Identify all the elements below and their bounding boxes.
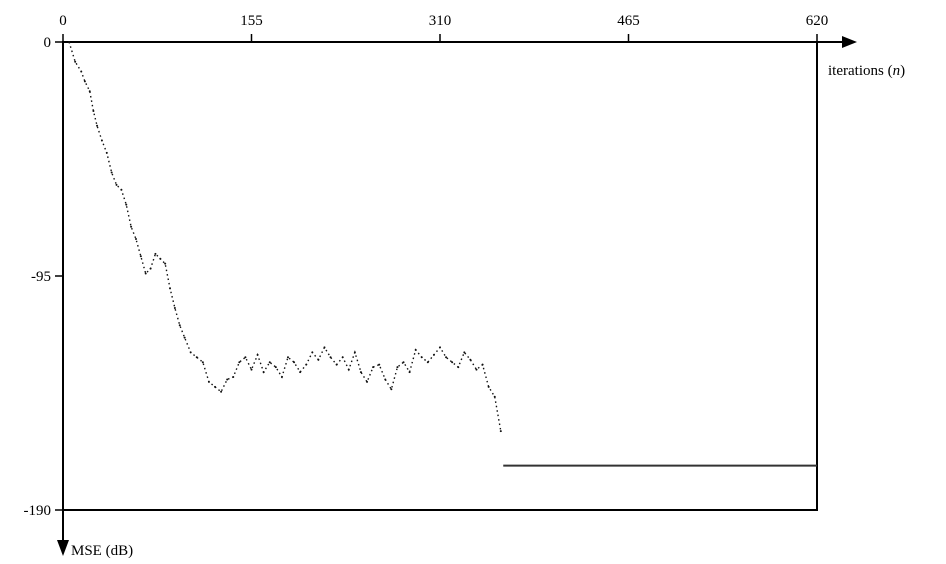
series-point <box>201 361 204 364</box>
series-point <box>402 361 405 364</box>
series-point <box>92 109 95 112</box>
series-point <box>366 380 369 383</box>
series-point <box>408 371 411 374</box>
series-point <box>268 361 271 364</box>
series-point <box>439 346 441 349</box>
series-point <box>189 351 192 354</box>
series-point <box>83 80 86 83</box>
series-point <box>250 368 253 371</box>
series-point <box>445 356 448 359</box>
series-point <box>420 356 423 359</box>
series-point <box>256 353 259 356</box>
series-point <box>396 366 399 369</box>
series-point <box>262 371 265 374</box>
series-point <box>463 351 466 354</box>
series-point <box>178 324 181 327</box>
y-tick-label: -190 <box>24 503 52 519</box>
series-point <box>183 336 186 339</box>
series-point <box>457 366 460 369</box>
series-point <box>80 70 83 73</box>
series-point <box>353 351 356 354</box>
series-point <box>475 368 478 371</box>
series-point <box>329 356 332 359</box>
series-point <box>214 385 217 388</box>
x-tick-group: 0 155 310 465 620 <box>59 13 828 42</box>
series-point <box>499 430 502 433</box>
series-point <box>305 363 308 366</box>
series-point <box>414 348 417 351</box>
y-tick-label: -95 <box>31 269 51 285</box>
series-point <box>139 255 142 258</box>
series-point <box>232 375 235 378</box>
y-tick-label: 0 <box>44 35 52 51</box>
series-point <box>159 257 162 260</box>
series-point <box>130 225 133 228</box>
series-point <box>164 262 167 265</box>
series-point <box>173 307 176 310</box>
series-point <box>481 363 484 366</box>
series-point <box>451 361 454 364</box>
series-point <box>317 358 320 361</box>
series-point <box>105 151 108 154</box>
y-axis-title: MSE (dB) <box>71 543 133 559</box>
series-point <box>144 272 147 275</box>
series-point <box>134 238 137 241</box>
series-point <box>207 380 210 383</box>
series-point <box>244 356 247 359</box>
plot-frame <box>62 41 818 511</box>
x-axis-title: iterations (n) <box>828 63 905 79</box>
series-point <box>372 366 375 369</box>
series-point <box>115 183 118 186</box>
series-point <box>149 267 152 270</box>
series-point <box>347 368 350 371</box>
series-point <box>68 41 71 43</box>
series-point <box>154 252 157 255</box>
series-point <box>493 395 496 398</box>
series-point <box>120 188 123 191</box>
series-point <box>280 375 283 378</box>
series-point <box>335 363 338 366</box>
series-layer <box>68 41 817 467</box>
series-point <box>220 390 223 393</box>
series-point <box>110 171 113 174</box>
series-point <box>226 378 229 381</box>
series-point <box>469 358 472 361</box>
series-point <box>323 346 326 349</box>
series-point <box>432 353 435 356</box>
series-point <box>195 356 198 359</box>
series-point <box>96 124 99 127</box>
series-point <box>286 356 289 359</box>
series-point <box>125 203 128 206</box>
series-point <box>88 90 91 93</box>
series-point <box>390 388 393 391</box>
series-point <box>426 361 429 364</box>
series-point <box>487 385 490 388</box>
y-tick-group: 0 -95 -190 <box>24 35 63 519</box>
series-point <box>100 139 103 142</box>
series-point <box>359 371 362 374</box>
series-point <box>341 356 344 359</box>
series-point <box>74 60 77 63</box>
x-axis-arrow <box>842 36 857 48</box>
series-point <box>299 371 302 374</box>
x-tick-label: 0 <box>59 13 67 29</box>
series-point <box>378 363 381 366</box>
series-point <box>293 361 296 364</box>
x-tick-label: 465 <box>617 13 640 29</box>
x-tick-label: 620 <box>806 13 829 29</box>
series-point <box>169 287 172 290</box>
series-point <box>384 378 387 381</box>
x-tick-label: 155 <box>240 13 263 29</box>
y-axis-arrow <box>57 540 69 556</box>
series-point <box>311 351 314 354</box>
series-point <box>238 361 241 364</box>
series-point <box>274 366 277 369</box>
x-tick-label: 310 <box>429 13 452 29</box>
